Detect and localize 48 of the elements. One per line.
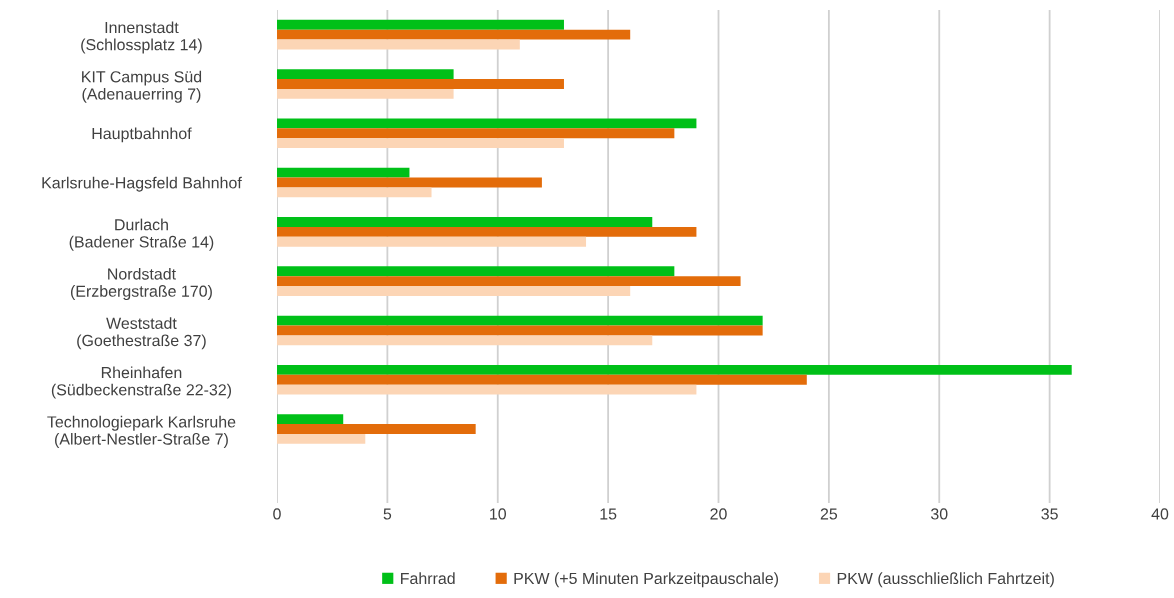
y-tick-label: Technologiepark Karlsruhe (Albert-Nestler-Straße 7) (47, 415, 236, 448)
x-tick-label: 10 (490, 508, 507, 520)
y-tick-label: Durlach (Badener Straße 14) (69, 218, 214, 251)
legend-label: Fahrrad (401, 572, 455, 585)
bar (277, 88, 454, 99)
bar (277, 335, 653, 346)
bar (277, 128, 675, 139)
x-tick-label: 5 (383, 508, 392, 520)
x-tick-label: 40 (1151, 508, 1169, 520)
bar (277, 19, 564, 30)
bar (277, 167, 410, 178)
bar (277, 424, 476, 434)
x-tick-label: 25 (820, 508, 838, 520)
y-tick-label: Karlsruhe-Hagsfeld Bahnhof (42, 176, 242, 192)
bar (277, 433, 366, 444)
bar (277, 286, 631, 296)
bar (277, 138, 564, 149)
x-tick-label: 0 (273, 508, 281, 520)
bar (277, 276, 741, 287)
y-tick-label: Hauptbahnhof (92, 127, 192, 143)
x-tick-label: 35 (1041, 508, 1058, 520)
bar (277, 79, 564, 89)
bar (277, 177, 542, 188)
bar (277, 236, 587, 247)
y-tick-label: Innenstadt (Schlossplatz 14) (81, 21, 202, 54)
bar (277, 29, 631, 40)
legend-label: PKW (+5 Minuten Parkzeitpauschale) (514, 572, 779, 588)
y-tick-label: KIT Campus Süd (Adenauerring 7) (82, 70, 202, 103)
bar (277, 226, 697, 237)
bar (277, 217, 653, 227)
x-tick-label: 20 (710, 508, 727, 520)
bar (277, 384, 697, 395)
bar (277, 325, 763, 336)
y-tick-label: Rheinhafen (Südbeckenstraße 22-32) (51, 366, 232, 399)
legend-label: PKW (ausschließlich Fahrtzeit) (837, 572, 1054, 588)
bar (277, 364, 1072, 375)
y-tick-label: Weststadt (Goethestraße 37) (77, 317, 206, 350)
bar (277, 374, 807, 385)
bar (277, 414, 344, 425)
bar (277, 39, 520, 50)
bar (277, 69, 454, 80)
bar (277, 187, 432, 198)
bar (277, 266, 675, 277)
x-tick-label: 30 (930, 508, 948, 520)
y-tick-label: Nordstadt (Erzbergstraße 170) (70, 267, 212, 301)
bar (277, 315, 763, 326)
bar (277, 118, 697, 129)
x-tick-label: 15 (600, 508, 617, 520)
